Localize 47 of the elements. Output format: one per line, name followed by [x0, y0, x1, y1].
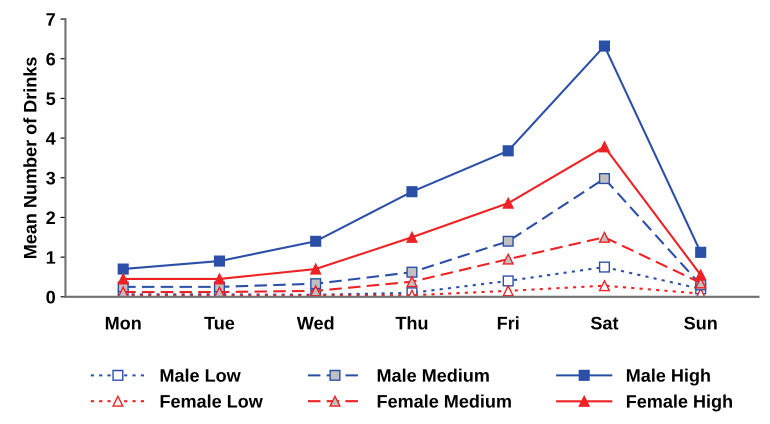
y-tick-label: 5	[46, 92, 56, 106]
point	[310, 236, 322, 247]
legend-label: Male Low	[160, 368, 241, 382]
x-tick-label: Wed	[296, 316, 334, 330]
point	[214, 256, 226, 267]
point	[598, 141, 610, 152]
y-tick-label: 7	[46, 13, 55, 26]
x-tick-label: Sat	[590, 316, 618, 330]
x-tick-label: Fri	[498, 316, 518, 330]
y-tick-label: 1	[46, 251, 56, 264]
x-tick-label: Mon	[106, 316, 141, 330]
point	[406, 276, 418, 288]
point	[406, 232, 418, 243]
point	[118, 263, 129, 275]
point	[695, 246, 706, 258]
x-tick-label: Thu	[396, 316, 428, 330]
y-tick-label: 4	[46, 132, 56, 145]
point	[406, 266, 418, 278]
point	[502, 198, 514, 209]
point	[695, 269, 706, 281]
point	[502, 254, 514, 265]
x-tick-label: Tue	[204, 316, 234, 330]
legend-label: Male High	[626, 368, 710, 386]
point	[502, 275, 514, 286]
point	[214, 273, 226, 285]
point	[406, 186, 418, 198]
point	[598, 40, 610, 52]
legend-label: Female High	[626, 394, 732, 412]
y-tick-label: 0	[46, 290, 55, 304]
legend-label: Female Low	[160, 394, 263, 408]
point	[310, 278, 322, 290]
point	[118, 273, 129, 285]
x-tick-label: Sun	[684, 316, 717, 330]
point	[598, 232, 610, 243]
point	[310, 263, 322, 275]
y-tick-label: 6	[46, 52, 56, 66]
point	[598, 261, 610, 273]
legend-label: Female Medium	[378, 394, 511, 408]
legend-label: Male Medium	[378, 368, 489, 382]
y-axis-title: Mean Number of Drinks	[23, 57, 37, 258]
point	[598, 173, 610, 184]
point	[502, 285, 514, 296]
point	[502, 145, 514, 156]
point	[502, 236, 514, 247]
point	[598, 280, 610, 292]
y-tick-label: 2	[46, 211, 56, 224]
y-tick-label: 3	[46, 172, 56, 185]
